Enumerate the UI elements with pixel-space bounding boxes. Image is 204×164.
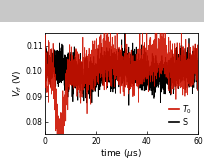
Legend: $T_0$, S: $T_0$, S bbox=[168, 102, 194, 128]
X-axis label: time ($\mu$s): time ($\mu$s) bbox=[100, 147, 142, 160]
Y-axis label: $V_{\!rf}$ (V): $V_{\!rf}$ (V) bbox=[12, 70, 24, 97]
